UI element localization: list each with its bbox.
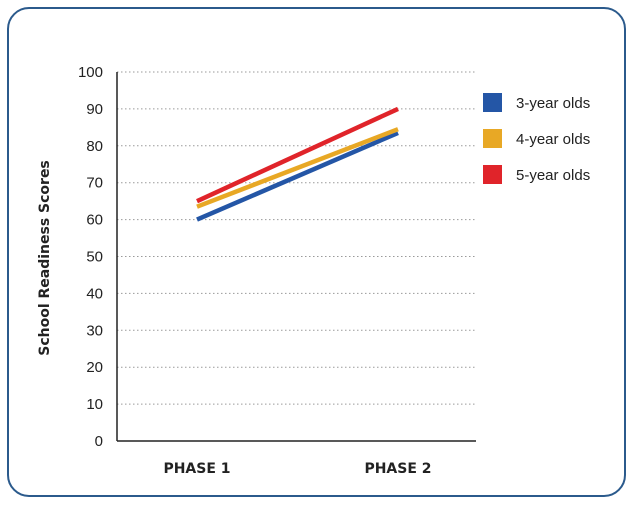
y-tick-label: 60	[86, 212, 103, 229]
legend-label: 3-year olds	[516, 95, 590, 112]
y-tick-label: 70	[86, 175, 103, 192]
y-tick-label: 90	[86, 101, 103, 118]
y-tick-label: 10	[86, 396, 103, 413]
x-category-label: PHASE 2	[364, 461, 431, 477]
series-line-2	[196, 127, 399, 209]
series-line-3	[196, 106, 399, 204]
x-axis-categories: PHASE 1 PHASE 2	[163, 461, 431, 477]
y-tick-label: 0	[95, 433, 103, 450]
x-category-label: PHASE 1	[163, 461, 230, 477]
y-axis-label: School Readiness Scores	[37, 160, 53, 356]
legend: 3-year olds 4-year olds 5-year olds	[483, 93, 590, 184]
legend-label: 5-year olds	[516, 167, 590, 184]
y-tick-label: 40	[86, 285, 103, 302]
gridlines	[117, 71, 476, 405]
series-line-1	[196, 130, 399, 222]
chart-frame	[7, 7, 626, 497]
y-tick-label: 20	[86, 359, 103, 376]
y-tick-label: 80	[86, 138, 103, 155]
legend-swatch	[483, 165, 502, 184]
y-tick-label: 100	[78, 64, 103, 81]
y-axis-ticks: 0 10 20 30 40 50 60 70 80 90 100	[78, 64, 103, 450]
legend-swatch	[483, 93, 502, 112]
y-tick-label: 30	[86, 322, 103, 339]
y-tick-label: 50	[86, 249, 103, 266]
legend-label: 4-year olds	[516, 131, 590, 148]
series-lines	[196, 106, 399, 222]
legend-swatch	[483, 129, 502, 148]
